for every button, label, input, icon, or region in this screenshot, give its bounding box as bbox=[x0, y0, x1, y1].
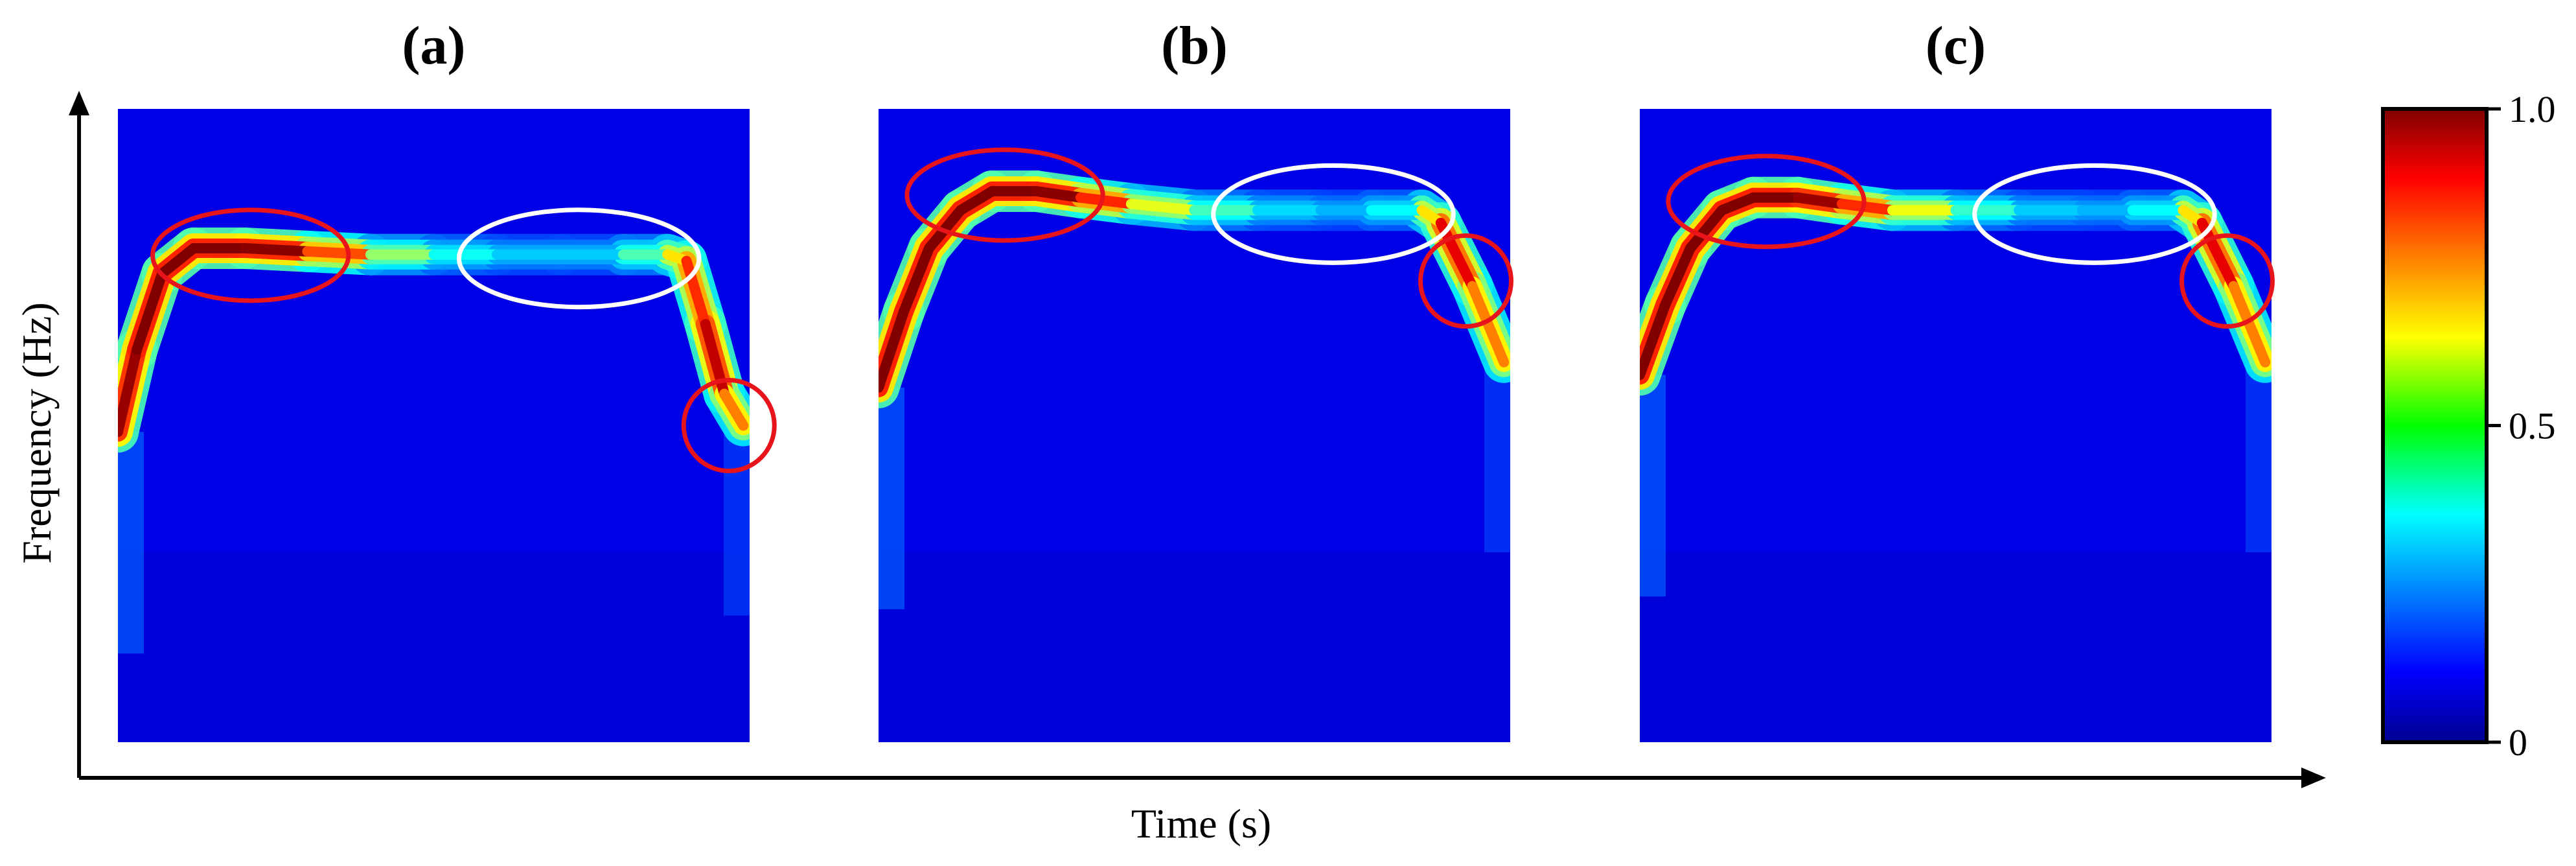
ridge-segment bbox=[1640, 299, 1670, 380]
colorbar-ticks: 1.0 0.5 0 bbox=[2487, 88, 2556, 764]
x-axis-label: Time (s) bbox=[1131, 801, 1271, 847]
reference-ellipse bbox=[457, 207, 702, 310]
ridge-segment bbox=[899, 242, 934, 317]
heatmap-lower-band bbox=[879, 552, 1510, 742]
heatmap-lower-band bbox=[1640, 552, 2271, 742]
ridge-segment bbox=[239, 242, 313, 257]
panel-c: (c) bbox=[1640, 16, 2275, 742]
ridge-segment bbox=[302, 246, 376, 260]
highlight-ellipse bbox=[150, 207, 351, 303]
x-axis-arrow-icon bbox=[2301, 767, 2326, 788]
ridge-segment bbox=[118, 344, 143, 438]
ridge-segment bbox=[1126, 198, 1200, 216]
ridge-segment bbox=[2228, 281, 2271, 368]
highlight-circle bbox=[681, 378, 777, 473]
heatmap-lower-band bbox=[118, 552, 750, 742]
heatmap-panels: (a) (b) (c) bbox=[118, 16, 2275, 742]
main-axes bbox=[69, 91, 2326, 788]
ridge-segment bbox=[1031, 186, 1086, 203]
ridge-segment bbox=[1685, 205, 1727, 253]
y-axis-label: Frequency (Hz) bbox=[14, 302, 60, 563]
highlight-circle bbox=[2179, 233, 2275, 329]
ridge-segment bbox=[879, 306, 909, 393]
colorbar-tick-label: 0 bbox=[2509, 721, 2527, 764]
edge-halo-right bbox=[1484, 362, 1510, 552]
highlight-ellipse bbox=[904, 147, 1105, 243]
ridge-segment bbox=[157, 242, 199, 279]
reference-ellipse bbox=[1211, 163, 1456, 265]
colorbar-gradient bbox=[2381, 107, 2489, 744]
reference-ellipse bbox=[1972, 163, 2217, 265]
ridge-segment bbox=[1792, 192, 1847, 209]
panel-title: (a) bbox=[402, 16, 466, 76]
colorbar-tick-label: 1.0 bbox=[2509, 88, 2556, 130]
ridge-segment bbox=[1837, 198, 1898, 216]
ridge-segment bbox=[132, 268, 168, 355]
colorbar-tick-label: 0.5 bbox=[2509, 405, 2556, 447]
panel-title: (c) bbox=[1926, 16, 1986, 76]
edge-halo-left bbox=[1640, 375, 1666, 597]
highlight-circle bbox=[1418, 233, 1513, 329]
edge-halo-left bbox=[879, 387, 904, 609]
ridge-segment bbox=[1660, 242, 1696, 310]
ridge-segment bbox=[1467, 281, 1510, 368]
highlight-ellipse bbox=[1666, 154, 1867, 250]
ridge-segment bbox=[1075, 192, 1136, 209]
ridge-segment bbox=[681, 255, 711, 330]
y-axis-arrow-icon bbox=[69, 91, 89, 115]
ridge-segment bbox=[1716, 192, 1759, 216]
ridge-segment bbox=[719, 388, 749, 431]
panel-b: (b) bbox=[879, 16, 1513, 742]
edge-halo-right bbox=[724, 425, 750, 616]
edge-halo-right bbox=[2246, 362, 2271, 552]
panel-title: (b) bbox=[1161, 16, 1228, 76]
colorbar: 1.0 0.5 0 bbox=[2381, 88, 2556, 764]
panel-a: (a) bbox=[118, 16, 777, 742]
edge-halo-left bbox=[118, 432, 144, 654]
ridge-segment bbox=[955, 186, 998, 216]
